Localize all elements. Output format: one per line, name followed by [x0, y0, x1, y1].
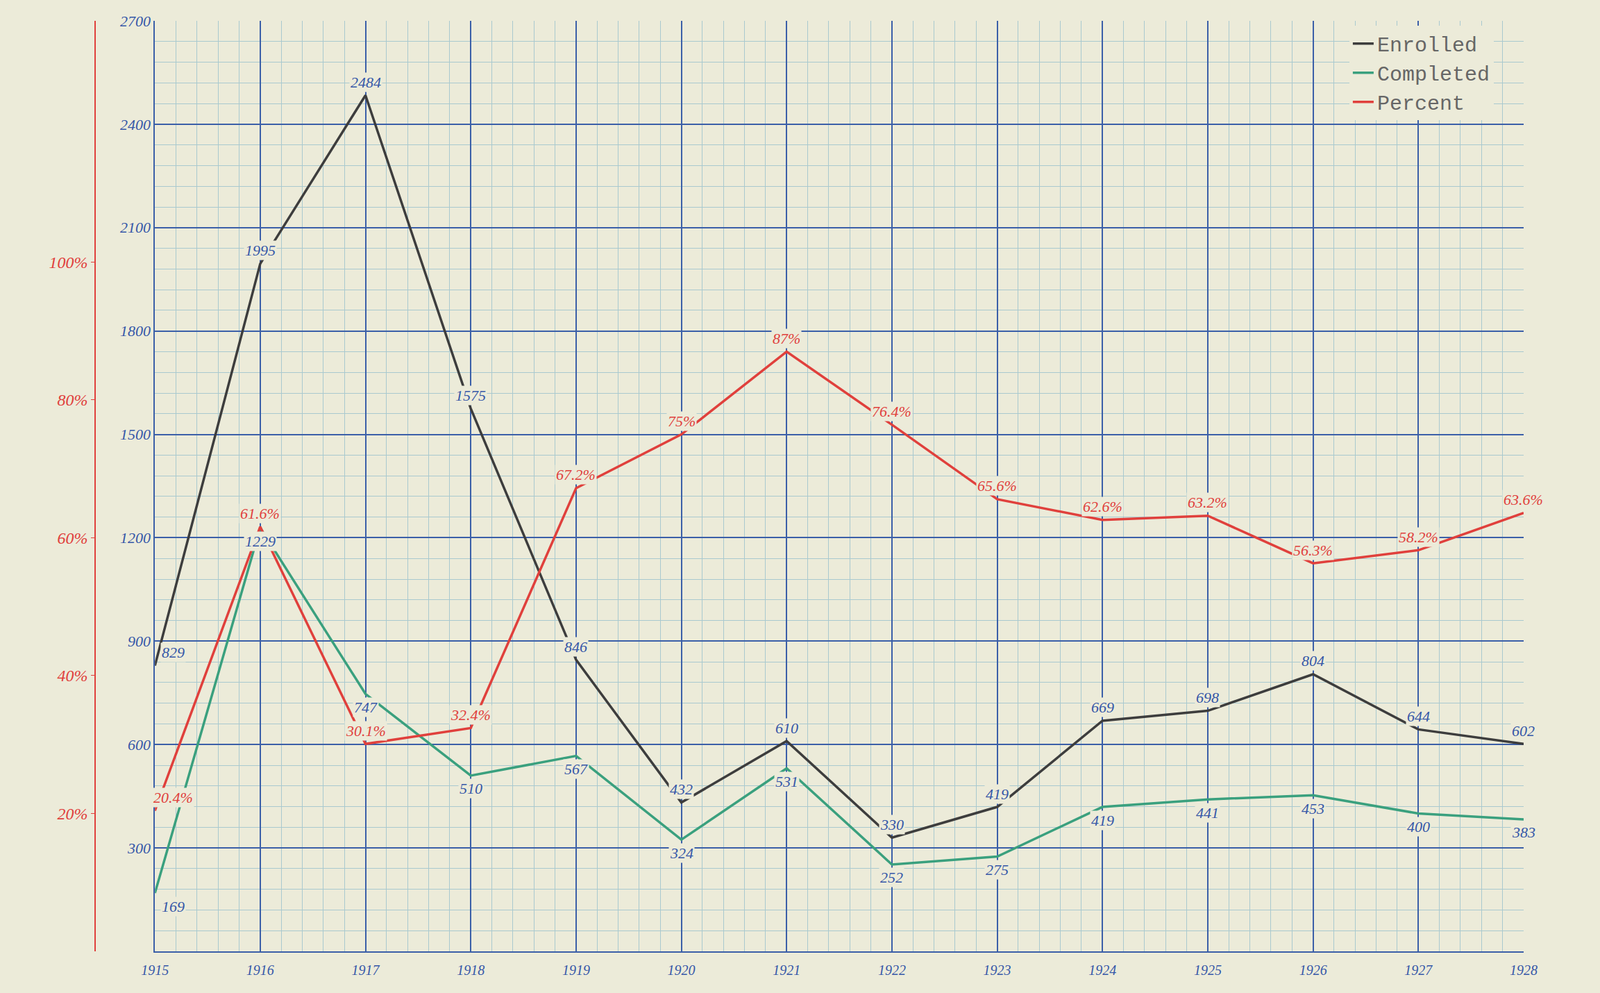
- svg-text:1917: 1917: [351, 962, 381, 978]
- svg-text:32.4%: 32.4%: [450, 705, 491, 724]
- svg-text:1500: 1500: [120, 425, 151, 443]
- svg-text:747: 747: [354, 698, 378, 716]
- svg-text:1229: 1229: [245, 532, 276, 550]
- svg-text:1926: 1926: [1299, 962, 1328, 978]
- svg-text:669: 669: [1091, 698, 1115, 716]
- svg-text:432: 432: [669, 780, 693, 798]
- svg-text:80%: 80%: [56, 390, 88, 409]
- svg-text:1924: 1924: [1088, 962, 1117, 978]
- svg-text:Enrolled: Enrolled: [1377, 34, 1478, 58]
- svg-text:62.6%: 62.6%: [1082, 497, 1123, 516]
- svg-text:65.6%: 65.6%: [977, 476, 1017, 495]
- svg-text:60%: 60%: [56, 528, 88, 547]
- svg-text:330: 330: [880, 815, 904, 833]
- svg-text:300: 300: [127, 839, 151, 857]
- svg-text:1918: 1918: [456, 962, 485, 978]
- svg-text:1575: 1575: [455, 386, 486, 404]
- svg-text:1916: 1916: [246, 962, 275, 978]
- svg-text:602: 602: [1511, 721, 1535, 740]
- svg-text:20.4%: 20.4%: [153, 788, 193, 806]
- svg-text:531: 531: [775, 772, 799, 790]
- svg-text:61.6%: 61.6%: [240, 504, 280, 522]
- svg-text:1919: 1919: [562, 962, 591, 978]
- svg-text:419: 419: [985, 785, 1009, 803]
- svg-text:100%: 100%: [48, 253, 88, 272]
- svg-text:1928: 1928: [1509, 962, 1538, 978]
- svg-text:63.2%: 63.2%: [1187, 493, 1228, 511]
- svg-text:510: 510: [459, 779, 483, 797]
- svg-text:1921: 1921: [772, 962, 801, 978]
- svg-text:1995: 1995: [245, 241, 276, 259]
- svg-text:644: 644: [1407, 707, 1430, 725]
- svg-text:275: 275: [985, 860, 1009, 879]
- svg-text:2484: 2484: [350, 73, 382, 91]
- svg-text:441: 441: [1196, 803, 1219, 822]
- svg-text:567: 567: [564, 760, 588, 778]
- svg-text:67.2%: 67.2%: [556, 465, 596, 484]
- svg-text:2400: 2400: [120, 115, 151, 134]
- svg-text:252: 252: [880, 868, 904, 886]
- svg-text:76.4%: 76.4%: [871, 402, 912, 420]
- svg-text:610: 610: [775, 719, 799, 737]
- svg-text:383: 383: [1511, 823, 1536, 841]
- svg-text:900: 900: [127, 632, 151, 650]
- svg-text:40%: 40%: [56, 666, 88, 685]
- svg-text:169: 169: [161, 897, 185, 915]
- svg-text:20%: 20%: [56, 804, 88, 823]
- svg-text:1920: 1920: [667, 962, 696, 978]
- svg-text:Completed: Completed: [1377, 63, 1490, 87]
- svg-text:1200: 1200: [120, 528, 151, 547]
- svg-text:1915: 1915: [140, 962, 169, 978]
- svg-text:846: 846: [564, 637, 588, 656]
- svg-text:56.3%: 56.3%: [1293, 541, 1333, 559]
- svg-text:58.2%: 58.2%: [1398, 528, 1439, 546]
- svg-text:400: 400: [1407, 817, 1430, 836]
- svg-text:1800: 1800: [120, 322, 151, 340]
- svg-text:75%: 75%: [667, 412, 696, 430]
- svg-text:1925: 1925: [1193, 962, 1222, 978]
- svg-text:1927: 1927: [1404, 962, 1433, 978]
- svg-text:Percent: Percent: [1377, 92, 1465, 116]
- svg-text:30.1%: 30.1%: [345, 721, 386, 740]
- svg-text:453: 453: [1301, 799, 1325, 818]
- svg-text:1922: 1922: [878, 962, 906, 978]
- svg-text:829: 829: [161, 643, 185, 661]
- svg-text:600: 600: [127, 735, 151, 754]
- svg-text:698: 698: [1196, 688, 1219, 706]
- svg-text:2100: 2100: [120, 218, 151, 237]
- svg-text:63.6%: 63.6%: [1503, 490, 1544, 509]
- svg-text:2700: 2700: [120, 12, 151, 30]
- svg-text:87%: 87%: [772, 329, 801, 348]
- svg-text:419: 419: [1091, 811, 1115, 829]
- svg-text:1923: 1923: [983, 962, 1012, 978]
- svg-text:804: 804: [1301, 651, 1325, 670]
- svg-text:324: 324: [669, 844, 694, 862]
